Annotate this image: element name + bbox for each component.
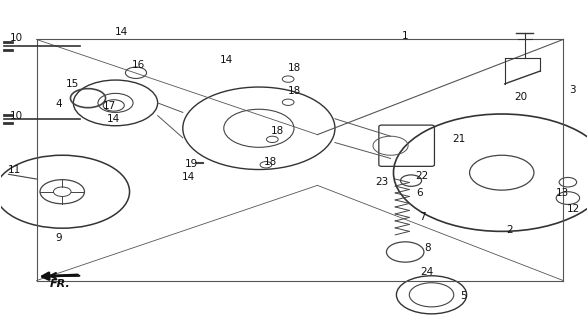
Text: 13: 13 bbox=[556, 188, 569, 198]
Text: 3: 3 bbox=[569, 85, 575, 95]
Text: 14: 14 bbox=[182, 172, 195, 182]
Text: 22: 22 bbox=[415, 172, 428, 181]
Text: 18: 18 bbox=[264, 156, 277, 167]
Text: 9: 9 bbox=[55, 233, 62, 243]
Text: 24: 24 bbox=[420, 267, 433, 277]
Text: 14: 14 bbox=[115, 27, 128, 36]
Text: 17: 17 bbox=[103, 101, 116, 111]
Text: 18: 18 bbox=[288, 86, 300, 96]
Text: 12: 12 bbox=[567, 204, 580, 214]
Text: FR.: FR. bbox=[49, 279, 70, 289]
Text: 20: 20 bbox=[514, 92, 527, 101]
Text: 19: 19 bbox=[185, 159, 198, 169]
Text: 5: 5 bbox=[460, 291, 467, 301]
Text: 1: 1 bbox=[402, 31, 409, 41]
Text: 2: 2 bbox=[506, 225, 513, 235]
Text: 15: 15 bbox=[66, 79, 79, 89]
Text: 16: 16 bbox=[132, 60, 146, 70]
Text: 18: 18 bbox=[288, 63, 300, 73]
Text: 23: 23 bbox=[376, 177, 389, 187]
Text: 4: 4 bbox=[55, 100, 62, 109]
Text: 18: 18 bbox=[271, 126, 284, 136]
Text: 8: 8 bbox=[424, 243, 431, 253]
Text: 21: 21 bbox=[452, 134, 466, 144]
Text: 14: 14 bbox=[220, 55, 233, 65]
Text: 14: 14 bbox=[107, 114, 121, 124]
Text: 10: 10 bbox=[9, 33, 22, 43]
Text: 10: 10 bbox=[9, 111, 22, 121]
Text: 6: 6 bbox=[416, 188, 423, 198]
Text: 7: 7 bbox=[419, 212, 426, 222]
Text: 11: 11 bbox=[8, 165, 21, 175]
